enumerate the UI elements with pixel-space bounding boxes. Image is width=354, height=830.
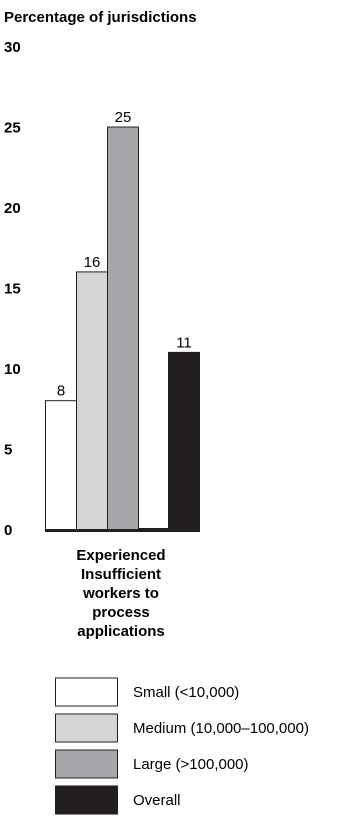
category-label-line: process [92, 604, 150, 621]
y-tick-label: 30 [4, 39, 21, 56]
y-tick-label: 20 [4, 200, 21, 217]
bar [45, 400, 77, 531]
legend-swatch [55, 677, 118, 707]
legend-label: Overall [133, 792, 181, 809]
data-label: 16 [84, 254, 101, 271]
y-tick-label: 5 [4, 442, 12, 459]
y-tick-label: 15 [4, 281, 21, 298]
category-label: Experienced Insufficient workers to process… [76, 547, 165, 640]
category-label-line: workers to [82, 585, 159, 602]
y-tick-label: 0 [4, 522, 12, 539]
legend-label: Small (<10,000) [133, 684, 239, 701]
legend-swatch [55, 713, 118, 743]
chart-title: Percentage of jurisdictions [4, 9, 197, 26]
category-label-line: applications [77, 623, 165, 640]
legend-swatch [55, 785, 118, 815]
data-label: 8 [57, 383, 65, 400]
y-axis: 0 5 10 15 20 25 30 [4, 39, 21, 539]
y-tick-label: 10 [4, 361, 21, 378]
legend-label: Large (>100,000) [133, 756, 249, 773]
bar [76, 271, 108, 530]
legend-swatch [55, 749, 118, 779]
category-label-line: Experienced [76, 547, 165, 564]
data-label: 11 [176, 334, 192, 351]
y-tick-label: 25 [4, 120, 21, 137]
y-axis-ticks: 0 5 10 15 20 25 30 [4, 39, 21, 539]
bar [168, 351, 200, 530]
bar [107, 126, 139, 530]
data-label: 25 [115, 109, 132, 126]
legend: Small (<10,000) Medium (10,000–100,000) La… [55, 677, 309, 815]
legend-label: Medium (10,000–100,000) [133, 720, 309, 737]
category-label-line: Insufficient [81, 566, 161, 583]
bars: 8 16 25 11 [45, 109, 200, 532]
